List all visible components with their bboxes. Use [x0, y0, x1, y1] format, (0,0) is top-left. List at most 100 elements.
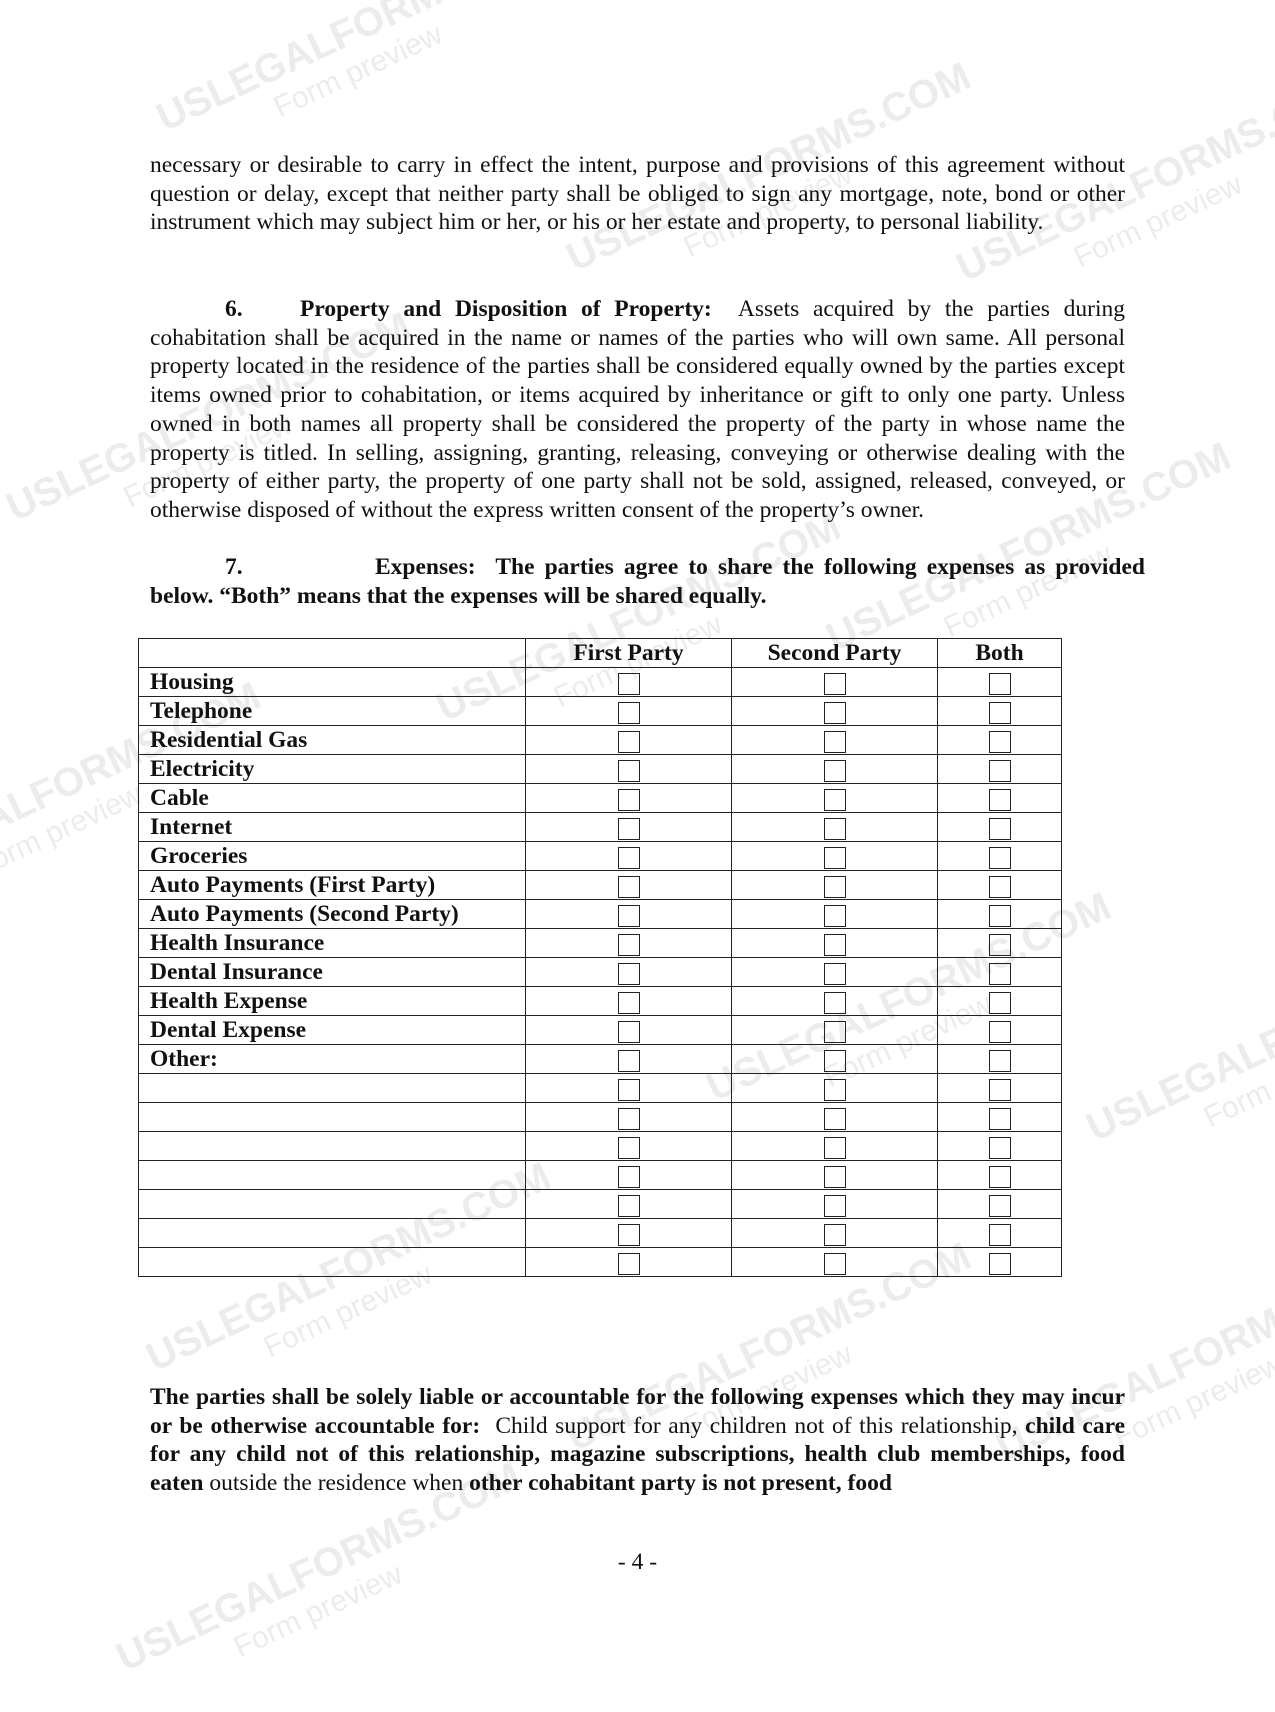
checkbox-first-party[interactable]: [617, 1252, 640, 1275]
table-row: [138, 1102, 1062, 1132]
cell-second-party: [731, 1189, 938, 1219]
expense-label: Other:: [138, 1044, 526, 1074]
table-row: Dental Insurance: [138, 957, 1062, 987]
checkbox-second-party[interactable]: [823, 730, 846, 753]
cell-both: [937, 1160, 1062, 1190]
cell-second-party: [731, 841, 938, 871]
checkbox-first-party[interactable]: [617, 730, 640, 753]
checkbox-first-party[interactable]: [617, 759, 640, 782]
cell-both: [937, 783, 1062, 813]
checkbox-first-party[interactable]: [617, 788, 640, 811]
cell-second-party: [731, 1044, 938, 1074]
checkbox-second-party[interactable]: [823, 962, 846, 985]
checkbox-first-party[interactable]: [617, 904, 640, 927]
cell-both: [937, 1189, 1062, 1219]
checkbox-both[interactable]: [988, 1107, 1011, 1130]
checkbox-second-party[interactable]: [823, 1136, 846, 1159]
checkbox-both[interactable]: [988, 1165, 1011, 1188]
cell-both: [937, 928, 1062, 958]
checkbox-first-party[interactable]: [617, 875, 640, 898]
checkbox-first-party[interactable]: [617, 991, 640, 1014]
table-row: Other:: [138, 1044, 1062, 1074]
checkbox-first-party[interactable]: [617, 1165, 640, 1188]
checkbox-both[interactable]: [988, 672, 1011, 695]
checkbox-both[interactable]: [988, 991, 1011, 1014]
checkbox-both[interactable]: [988, 875, 1011, 898]
checkbox-second-party[interactable]: [823, 1223, 846, 1246]
expense-label: [138, 1247, 526, 1277]
checkbox-first-party[interactable]: [617, 1078, 640, 1101]
column-header-second-party: Second Party: [731, 638, 938, 668]
checkbox-second-party[interactable]: [823, 817, 846, 840]
expense-label: [138, 1218, 526, 1248]
checkbox-both[interactable]: [988, 701, 1011, 724]
checkbox-both[interactable]: [988, 1223, 1011, 1246]
cell-second-party: [731, 783, 938, 813]
cell-first-party: [525, 1189, 732, 1219]
checkbox-second-party[interactable]: [823, 1252, 846, 1275]
checkbox-first-party[interactable]: [617, 1107, 640, 1130]
cell-both: [937, 1102, 1062, 1132]
checkbox-both[interactable]: [988, 730, 1011, 753]
checkbox-both[interactable]: [988, 846, 1011, 869]
checkbox-both[interactable]: [988, 1252, 1011, 1275]
column-header-first-party: First Party: [525, 638, 732, 668]
checkbox-second-party[interactable]: [823, 759, 846, 782]
expenses-table: First Party Second Party Both Housing Tel…: [138, 638, 1062, 1277]
checkbox-first-party[interactable]: [617, 701, 640, 724]
checkbox-second-party[interactable]: [823, 1194, 846, 1217]
checkbox-second-party[interactable]: [823, 875, 846, 898]
checkbox-both[interactable]: [988, 1020, 1011, 1043]
checkbox-second-party[interactable]: [823, 1078, 846, 1101]
cell-both: [937, 812, 1062, 842]
section-number: 6.: [225, 296, 243, 322]
checkbox-both[interactable]: [988, 817, 1011, 840]
checkbox-both[interactable]: [988, 1049, 1011, 1072]
cell-both: [937, 754, 1062, 784]
cell-second-party: [731, 870, 938, 900]
cell-first-party: [525, 696, 732, 726]
checkbox-first-party[interactable]: [617, 817, 640, 840]
checkbox-second-party[interactable]: [823, 846, 846, 869]
checkbox-second-party[interactable]: [823, 1107, 846, 1130]
cell-both: [937, 667, 1062, 697]
checkbox-both[interactable]: [988, 788, 1011, 811]
expense-label: Health Expense: [138, 986, 526, 1016]
table-row: Electricity: [138, 754, 1062, 784]
checkbox-first-party[interactable]: [617, 962, 640, 985]
cell-first-party: [525, 754, 732, 784]
section-body: The parties agree to share the following…: [150, 554, 1145, 609]
section-7: 7. Expenses: The parties agree to share t…: [150, 553, 1145, 610]
checkbox-second-party[interactable]: [823, 788, 846, 811]
checkbox-both[interactable]: [988, 1194, 1011, 1217]
checkbox-first-party[interactable]: [617, 1136, 640, 1159]
checkbox-both[interactable]: [988, 1136, 1011, 1159]
checkbox-both[interactable]: [988, 1078, 1011, 1101]
checkbox-first-party[interactable]: [617, 1049, 640, 1072]
checkbox-first-party[interactable]: [617, 933, 640, 956]
checkbox-both[interactable]: [988, 933, 1011, 956]
checkbox-second-party[interactable]: [823, 701, 846, 724]
expense-label: [138, 1189, 526, 1219]
checkbox-second-party[interactable]: [823, 933, 846, 956]
cell-first-party: [525, 667, 732, 697]
closing-text: The parties shall be solely liable or ac…: [150, 1384, 1125, 1439]
checkbox-both[interactable]: [988, 904, 1011, 927]
cell-first-party: [525, 928, 732, 958]
checkbox-second-party[interactable]: [823, 904, 846, 927]
checkbox-second-party[interactable]: [823, 991, 846, 1014]
checkbox-first-party[interactable]: [617, 1223, 640, 1246]
cell-first-party: [525, 870, 732, 900]
checkbox-first-party[interactable]: [617, 1194, 640, 1217]
checkbox-first-party[interactable]: [617, 1020, 640, 1043]
checkbox-second-party[interactable]: [823, 1020, 846, 1043]
checkbox-first-party[interactable]: [617, 672, 640, 695]
continuation-paragraph: necessary or desirable to carry in effec…: [150, 152, 1125, 236]
checkbox-both[interactable]: [988, 962, 1011, 985]
checkbox-second-party[interactable]: [823, 1049, 846, 1072]
checkbox-second-party[interactable]: [823, 1165, 846, 1188]
checkbox-both[interactable]: [988, 759, 1011, 782]
checkbox-first-party[interactable]: [617, 846, 640, 869]
checkbox-second-party[interactable]: [823, 672, 846, 695]
section-heading: Property and Disposition of Property:: [300, 296, 712, 322]
